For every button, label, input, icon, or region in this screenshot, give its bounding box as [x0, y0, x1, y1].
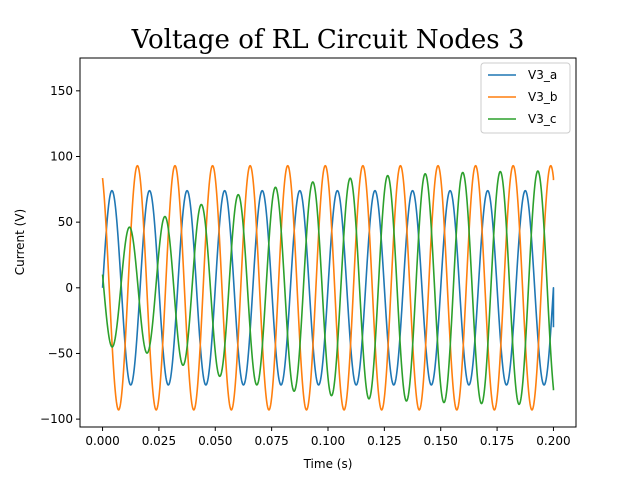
x-axis: 0.000 0.025 0.050 0.075 0.100 0.125 0.150 0.175… — [85, 427, 571, 448]
y-tick-label: 100 — [50, 149, 73, 163]
legend: V3_a V3_b V3_c — [480, 62, 571, 134]
x-tick-label: 0.125 — [367, 434, 401, 448]
legend-box — [480, 62, 571, 134]
x-tick-label: 0.025 — [142, 434, 176, 448]
y-axis: −100 −50 0 50 100 150 — [40, 84, 80, 426]
x-axis-label: Time (s) — [303, 457, 353, 471]
y-axis-label: Current (V) — [13, 209, 27, 275]
series-line-v3-b — [101, 164, 555, 411]
x-tick-label: 0.000 — [85, 434, 119, 448]
y-tick-label: 50 — [58, 215, 73, 229]
y-tick-label: 150 — [50, 84, 73, 98]
y-tick-label: −100 — [40, 412, 73, 426]
x-tick-label: 0.175 — [480, 434, 514, 448]
chart-title: Voltage of RL Circuit Nodes 3 — [131, 25, 525, 55]
y-tick-label: 0 — [65, 281, 73, 295]
series-group — [101, 164, 555, 411]
x-tick-label: 0.050 — [198, 434, 232, 448]
series-line-v3-c — [101, 170, 555, 406]
x-tick-label: 0.075 — [254, 434, 288, 448]
x-tick-label: 0.150 — [424, 434, 458, 448]
x-tick-label: 0.100 — [311, 434, 345, 448]
legend-label-v3-b: V3_b — [528, 90, 557, 104]
legend-label-v3-c: V3_c — [528, 112, 556, 126]
y-tick-label: −50 — [48, 346, 73, 360]
legend-label-v3-a: V3_a — [528, 68, 557, 82]
series-line-v3-a — [101, 189, 555, 386]
x-tick-label: 0.200 — [536, 434, 570, 448]
